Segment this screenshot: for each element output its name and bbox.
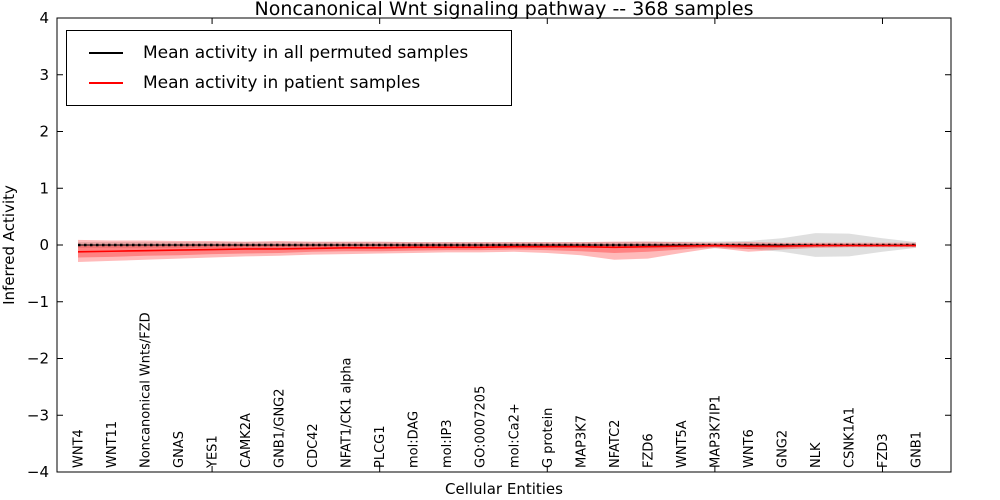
x-category-label: WNT11: [105, 421, 120, 468]
x-category-label: MAP3K7IP1: [708, 395, 723, 468]
x-category-label: NFATC2: [608, 420, 623, 468]
y-axis-label: Inferred Activity: [0, 185, 18, 305]
x-axis-label: Cellular Entities: [445, 480, 563, 498]
x-category-label: WNT4: [72, 429, 87, 468]
legend-label-permuted: Mean activity in all permuted samples: [143, 42, 469, 63]
patient-mean-line: [77, 244, 916, 253]
x-category-label: YES1: [206, 435, 221, 469]
y-tick-label: 3: [39, 66, 49, 84]
x-category-label: CDC42: [306, 423, 321, 468]
y-tick-label: 0: [39, 236, 49, 254]
y-tick-label: 2: [39, 123, 49, 141]
x-category-label: CSNK1A1: [842, 407, 857, 468]
legend-label-patient: Mean activity in patient samples: [143, 72, 421, 93]
chart-title: Noncanonical Wnt signaling pathway -- 36…: [254, 0, 753, 20]
x-category-label: MAP3K7: [574, 415, 589, 468]
legend-line-permuted: [89, 52, 123, 54]
legend-entry-permuted: Mean activity in all permuted samples: [77, 38, 501, 68]
x-category-label: NLK: [809, 442, 824, 468]
legend: Mean activity in all permuted samples Me…: [66, 30, 512, 106]
y-tick-label: −4: [27, 463, 49, 481]
legend-line-patient: [89, 82, 123, 84]
y-tick-label: 1: [39, 179, 49, 197]
x-category-label: GNB1/GNG2: [273, 388, 288, 468]
y-tick-label: −2: [27, 350, 49, 368]
x-category-label: WNT6: [742, 429, 757, 468]
x-category-label: G protein: [541, 408, 556, 468]
x-category-label: WNT5A: [675, 420, 690, 468]
x-category-label: CAMK2A: [239, 413, 254, 468]
y-tick-label: −3: [27, 406, 49, 424]
x-category-label: mol:IP3: [440, 419, 455, 468]
band-patient-samples-inner-spread: [78, 244, 916, 258]
x-category-label: FZD3: [876, 433, 891, 468]
x-category-label: FZD6: [641, 433, 656, 468]
x-category-label: GNAS: [172, 431, 187, 468]
x-category-label: PLCG1: [373, 425, 388, 468]
x-category-label: Noncanonical Wnts/FZD: [139, 312, 154, 468]
x-category-label: mol:DAG: [407, 411, 422, 468]
x-category-label: GNG2: [775, 430, 790, 468]
y-tick-label: −1: [27, 293, 49, 311]
legend-entry-patient: Mean activity in patient samples: [77, 68, 501, 98]
x-category-label: mol:Ca2+: [507, 403, 522, 468]
x-category-label: GO:0007205: [474, 386, 489, 468]
x-category-label: NFAT1/CK1 alpha: [340, 357, 355, 468]
x-category-label: GNB1: [910, 431, 925, 468]
y-tick-label: 4: [39, 9, 49, 27]
